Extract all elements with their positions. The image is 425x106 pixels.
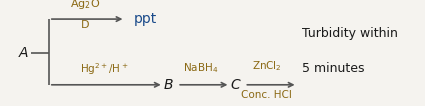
Text: $A$: $A$ xyxy=(18,46,29,60)
Text: Conc. HCl: Conc. HCl xyxy=(241,90,292,100)
Text: Ag$_2$O: Ag$_2$O xyxy=(70,0,100,11)
Text: Hg$^{2+}$/H$^+$: Hg$^{2+}$/H$^+$ xyxy=(80,61,128,77)
Text: ppt: ppt xyxy=(134,12,157,26)
Text: Turbidity within: Turbidity within xyxy=(302,27,398,40)
Text: 5 minutes: 5 minutes xyxy=(302,62,364,75)
Text: $C$: $C$ xyxy=(230,78,242,92)
Text: ZnCl$_2$: ZnCl$_2$ xyxy=(252,59,281,73)
Text: NaBH$_4$: NaBH$_4$ xyxy=(183,61,218,75)
Text: D: D xyxy=(81,20,89,30)
Text: $B$: $B$ xyxy=(162,78,173,92)
